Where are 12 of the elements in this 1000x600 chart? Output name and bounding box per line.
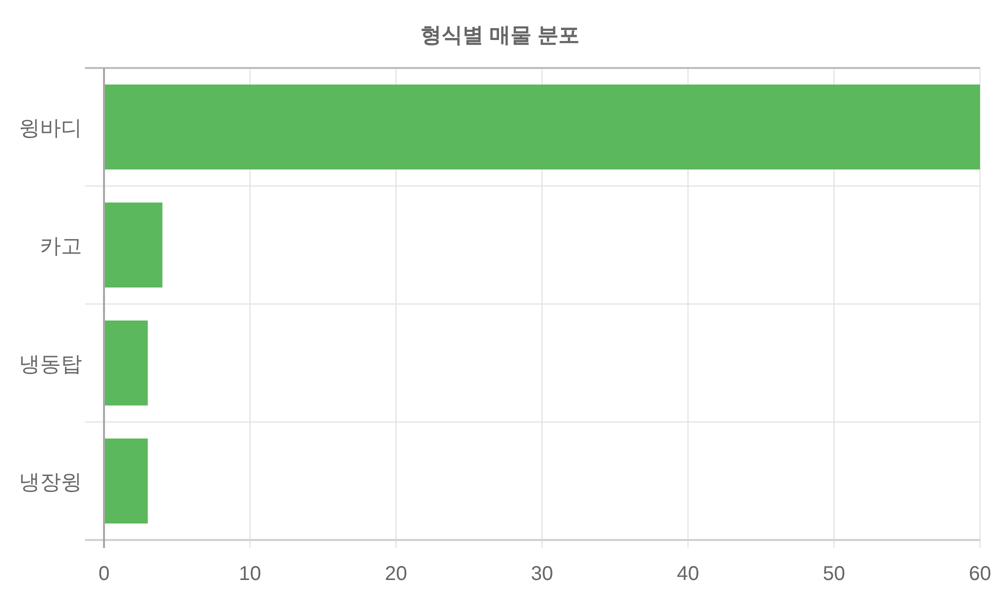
y-tick-label: 냉장윙: [19, 471, 82, 494]
y-tick-label: 냉동탑: [19, 353, 82, 376]
x-tick-label: 50: [822, 563, 846, 585]
x-tick-label: 0: [98, 563, 110, 585]
x-tick-label: 20: [384, 563, 408, 585]
y-tick-label: 카고: [40, 235, 82, 258]
x-tick-label: 30: [530, 563, 554, 585]
y-tick-label: 윙바디: [19, 117, 82, 140]
x-tick-label: 10: [238, 563, 262, 585]
chart-title: 형식별 매물 분포: [420, 24, 580, 47]
x-tick-label: 60: [968, 563, 992, 585]
x-tick-label: 40: [676, 563, 700, 585]
